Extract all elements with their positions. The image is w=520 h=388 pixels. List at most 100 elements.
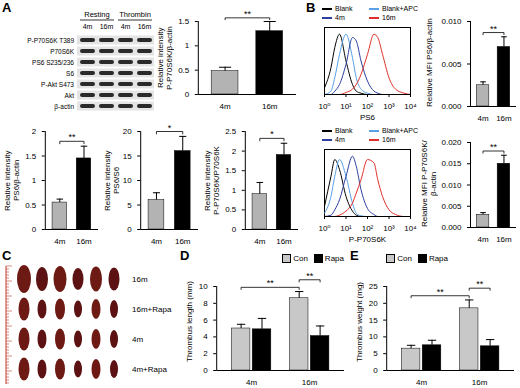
svg-text:0.005: 0.005 (441, 202, 462, 211)
svg-text:15: 15 (369, 316, 378, 325)
svg-text:*: * (168, 123, 172, 133)
html-text:C: C (2, 248, 12, 263)
svg-text:1: 1 (232, 186, 237, 195)
svg-text:4: 4 (203, 332, 208, 341)
svg-text:**: ** (490, 142, 498, 152)
svg-text:10¹: 10¹ (340, 224, 352, 233)
svg-text:0.020: 0.020 (441, 138, 462, 147)
svg-text:10: 10 (369, 332, 378, 341)
svg-text:1: 1 (32, 176, 37, 185)
svg-text:1.5: 1.5 (25, 152, 37, 161)
svg-text:10²: 10² (362, 102, 374, 111)
svg-text:4m: 4m (416, 378, 427, 387)
svg-text:1.5: 1.5 (225, 166, 237, 175)
svg-text:20: 20 (369, 299, 378, 308)
svg-text:4m: 4m (220, 102, 231, 111)
svg-text:2.5: 2.5 (225, 127, 237, 136)
svg-text:10³: 10³ (383, 102, 395, 111)
svg-text:0: 0 (127, 225, 132, 234)
svg-text:4m: 4m (254, 237, 265, 246)
svg-text:P-Akt S473: P-Akt S473 (41, 81, 74, 88)
html-text:A: A (2, 0, 12, 15)
svg-text:1: 1 (185, 41, 190, 50)
svg-text:6: 6 (203, 316, 208, 325)
svg-text:0.5: 0.5 (25, 201, 37, 210)
svg-text:Akt: Akt (65, 92, 75, 99)
svg-text:**: ** (490, 24, 498, 34)
svg-text:**: ** (68, 132, 76, 142)
svg-text:16m: 16m (472, 378, 488, 387)
svg-text:0.015: 0.015 (441, 159, 462, 168)
svg-text:5: 5 (127, 201, 132, 210)
svg-text:10⁰: 10⁰ (318, 224, 330, 233)
svg-text:8: 8 (203, 299, 208, 308)
svg-text:0: 0 (232, 225, 237, 234)
svg-text:0: 0 (185, 90, 190, 99)
svg-text:**: ** (244, 9, 252, 19)
svg-text:4m: 4m (151, 237, 162, 246)
svg-text:4m: 4m (246, 378, 257, 387)
svg-text:16m: 16m (132, 275, 148, 284)
svg-text:10: 10 (199, 282, 208, 291)
svg-text:10: 10 (123, 176, 132, 185)
svg-text:**: ** (476, 279, 484, 289)
svg-text:**: ** (306, 271, 314, 281)
svg-text:0.005: 0.005 (441, 60, 462, 69)
svg-text:4m: 4m (477, 235, 488, 244)
svg-text:10⁰: 10⁰ (318, 102, 330, 111)
svg-text:Thrombin: Thrombin (119, 10, 151, 19)
svg-text:10²: 10² (362, 224, 374, 233)
svg-text:β-actin: β-actin (54, 103, 74, 111)
svg-text:S6: S6 (66, 70, 74, 77)
svg-text:4m: 4m (83, 23, 93, 30)
svg-text:0.5: 0.5 (178, 66, 190, 75)
svg-text:10³: 10³ (383, 224, 395, 233)
svg-text:16m: 16m (262, 102, 278, 111)
svg-text:0: 0 (32, 225, 37, 234)
svg-text:0: 0 (373, 366, 378, 375)
svg-text:16m+Rapa: 16m+Rapa (132, 305, 172, 314)
svg-text:0.5: 0.5 (225, 205, 237, 214)
svg-text:2: 2 (32, 127, 37, 136)
svg-text:4m: 4m (54, 237, 65, 246)
svg-text:15: 15 (123, 152, 132, 161)
svg-text:0.010: 0.010 (441, 181, 462, 190)
svg-text:0.000: 0.000 (441, 102, 462, 111)
svg-text:10⁴: 10⁴ (404, 224, 417, 233)
svg-text:5: 5 (373, 349, 378, 358)
html-text:B: B (306, 0, 316, 15)
svg-text:4m: 4m (477, 114, 488, 123)
svg-text:0: 0 (203, 366, 208, 375)
svg-text:10¹: 10¹ (340, 102, 352, 111)
svg-text:16m: 16m (276, 237, 292, 246)
svg-text:4m: 4m (132, 335, 143, 344)
svg-text:0.010: 0.010 (441, 17, 462, 26)
svg-text:2: 2 (232, 147, 237, 156)
html-text:Relative MFI PS6/β-actin: Relative MFI PS6/β-actin (424, 18, 434, 108)
svg-text:*: * (270, 129, 274, 139)
svg-text:P-P70S6K T389: P-P70S6K T389 (27, 37, 74, 44)
svg-text:25: 25 (369, 282, 378, 291)
svg-text:16m: 16m (100, 23, 114, 30)
html-text:D: D (180, 248, 190, 263)
svg-text:20: 20 (123, 127, 132, 136)
svg-text:16m: 16m (496, 114, 512, 123)
svg-text:0.000: 0.000 (441, 223, 462, 232)
svg-text:**: ** (267, 278, 275, 288)
svg-text:1.5: 1.5 (178, 17, 190, 26)
svg-text:2: 2 (203, 349, 208, 358)
svg-text:4m+Rapa: 4m+Rapa (132, 365, 167, 374)
svg-text:16m: 16m (496, 235, 512, 244)
svg-text:P-P70S6K: P-P70S6K (349, 235, 387, 244)
svg-text:PS6: PS6 (360, 113, 376, 122)
svg-text:16m: 16m (302, 378, 318, 387)
svg-text:16m: 16m (175, 237, 191, 246)
svg-text:Resting: Resting (84, 10, 109, 19)
svg-text:4m: 4m (121, 23, 131, 30)
svg-text:PS6 S235/236: PS6 S235/236 (32, 59, 74, 66)
svg-text:16m: 16m (138, 23, 152, 30)
svg-text:P70S6K: P70S6K (50, 48, 75, 55)
svg-text:10⁴: 10⁴ (404, 102, 417, 111)
svg-text:**: ** (437, 287, 445, 297)
svg-text:16m: 16m (76, 237, 92, 246)
